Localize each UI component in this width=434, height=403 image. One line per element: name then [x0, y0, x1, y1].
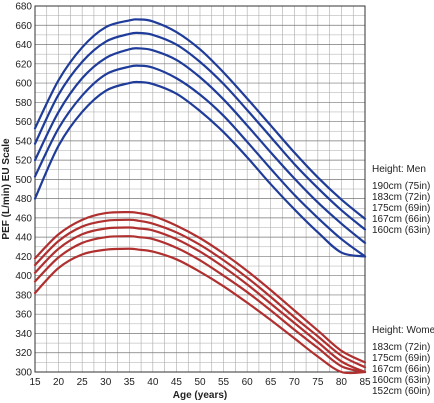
y-tick-label: 560	[15, 117, 32, 128]
y-tick-label: 300	[15, 368, 32, 379]
legend-item: 175cm (69in)	[372, 353, 430, 364]
y-tick-label: 500	[15, 175, 32, 186]
plot-frame	[34, 5, 366, 373]
x-tick-label: 20	[53, 377, 65, 388]
y-tick-label: 480	[15, 194, 32, 205]
men-series-line	[33, 18, 367, 220]
x-tick-label: 75	[312, 377, 324, 388]
y-tick-label: 400	[15, 271, 32, 282]
y-tick-label: 580	[15, 98, 32, 109]
x-tick-label: 70	[289, 377, 301, 388]
x-tick-label: 80	[336, 377, 348, 388]
x-tick-label: 85	[359, 377, 371, 388]
women-series-line	[33, 210, 367, 364]
legend-item: 160cm (63in)	[372, 225, 430, 236]
x-tick-label: 50	[194, 377, 206, 388]
x-tick-label: 25	[77, 377, 89, 388]
legend-item: 183cm (72in)	[372, 192, 430, 203]
legend-item: 190cm (75in)	[372, 181, 430, 192]
x-tick-label: 15	[29, 377, 41, 388]
x-tick-label: 60	[242, 377, 254, 388]
x-tick-label: 30	[100, 377, 112, 388]
x-axis-title: Age (years)	[173, 390, 227, 401]
y-tick-label: 620	[15, 59, 32, 70]
men-series-line	[33, 47, 367, 245]
men-legend-heading: Height: Men	[372, 164, 426, 175]
y-tick-label: 520	[15, 156, 32, 167]
y-tick-label: 340	[15, 329, 32, 340]
y-tick-label: 380	[15, 290, 32, 301]
x-tick-label: 65	[265, 377, 277, 388]
women-legend-heading: Height: Women	[372, 325, 434, 336]
legend-item: 183cm (72in)	[372, 342, 430, 353]
y-axis-title: PEF (L/min) EU Scale	[1, 138, 12, 240]
x-tick-label: 35	[124, 377, 136, 388]
legend-item: 167cm (66in)	[372, 214, 430, 225]
y-tick-label: 460	[15, 213, 32, 224]
y-tick-label: 600	[15, 79, 32, 90]
series-lines	[33, 18, 367, 375]
x-tick-label: 45	[171, 377, 183, 388]
legend-item: 152cm (60in)	[372, 386, 430, 397]
legend-item: 167cm (66in)	[372, 364, 430, 375]
axes: 15 20 25 30 35 40 45 50 55 60 65 70 75 80 85 300 320 340 3…	[15, 2, 371, 389]
y-tick-label: 420	[15, 252, 32, 263]
women-series-line	[33, 235, 367, 374]
y-tick-label: 360	[15, 310, 32, 321]
women-series-line	[33, 226, 367, 374]
y-tick-label: 680	[15, 2, 32, 13]
y-tick-label: 320	[15, 348, 32, 359]
legend-item: 175cm (69in)	[372, 203, 430, 214]
x-tick-label: 55	[218, 377, 230, 388]
x-tick-label: 40	[147, 377, 159, 388]
men-series-line	[33, 64, 367, 258]
y-tick-label: 440	[15, 233, 32, 244]
y-tick-label: 660	[15, 21, 32, 32]
y-tick-label: 640	[15, 40, 32, 51]
women-series-line	[33, 218, 367, 369]
y-tick-label: 540	[15, 136, 32, 147]
men-series-line	[33, 80, 367, 258]
men-series-line	[33, 31, 367, 231]
legend-item: 160cm (63in)	[372, 375, 430, 386]
women-series-line	[33, 247, 367, 375]
